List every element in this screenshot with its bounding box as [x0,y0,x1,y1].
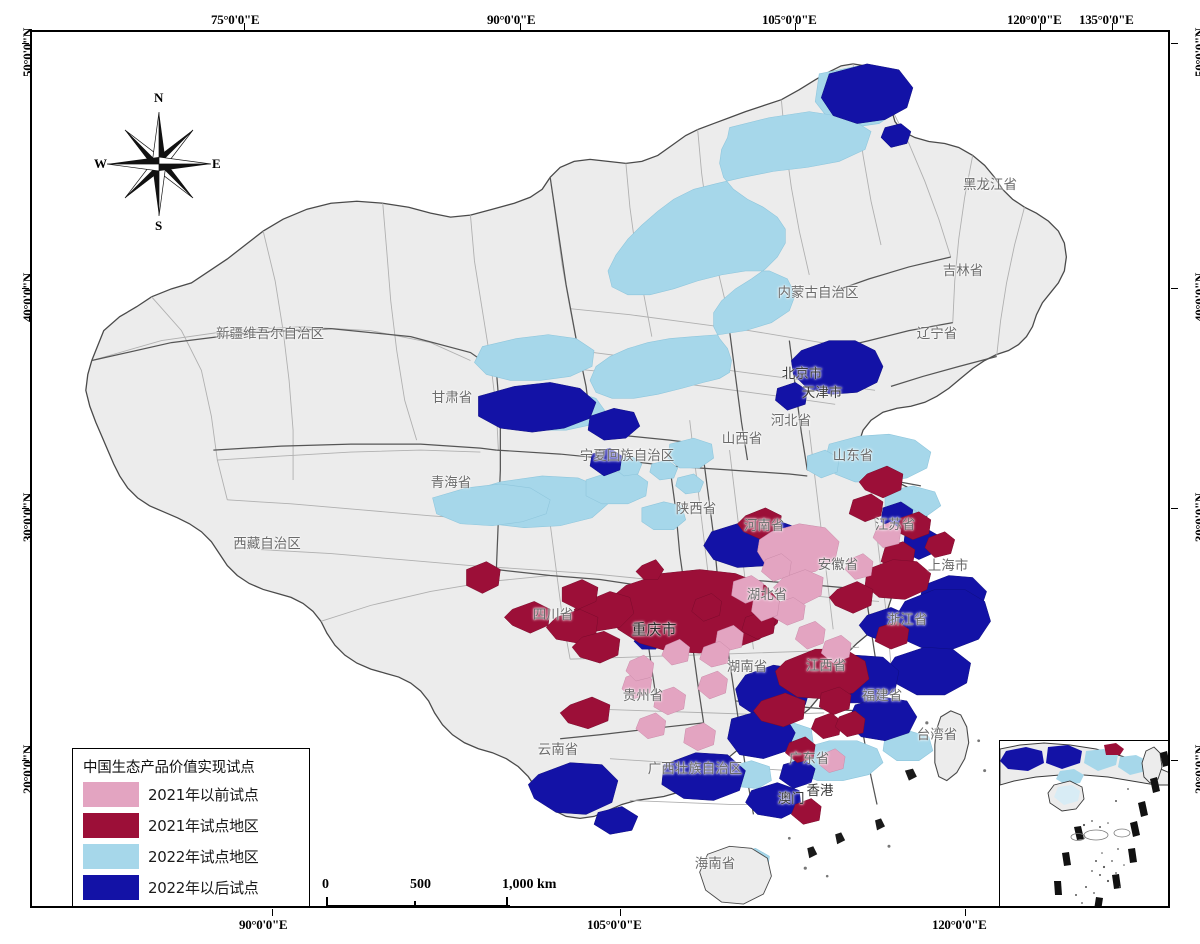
compass-east-label: E [212,156,221,171]
compass-rose-icon [106,111,212,217]
legend-item[interactable]: 2021年以前试点 [83,779,301,810]
main-map-frame[interactable]: 新疆维吾尔自治区 西藏自治区 青海省 甘肃省 内蒙古自治区 宁夏回族自治区 陕西省 山西省 河北… [30,30,1170,908]
graticule-label: 90°0'0"E [239,917,288,932]
graticule-tick [272,909,273,916]
graticule-label: 75°0'0"E [211,12,260,27]
taiwan-layer [934,710,970,782]
graticule-tick [22,43,29,44]
graticule-label: 50°0'0"N [1192,27,1200,77]
small-islands [787,721,987,878]
inset-atolls [1070,828,1131,841]
graticule-tick [520,23,521,30]
map-canvas[interactable] [32,32,1168,906]
scale-bar-tick [414,901,416,906]
graticule-tick [795,23,796,30]
legend-item[interactable]: 2022年以后试点 [83,872,301,903]
graticule-label: 120°0'0"E [1007,12,1062,27]
legend-color-swatch [83,813,139,838]
inset-canvas [1000,742,1168,906]
graticule-tick [22,508,29,509]
graticule-tick [620,909,621,916]
graticule-tick [1040,23,1041,30]
graticule-tick [1171,43,1178,44]
graticule-label: 30°0'0"N [20,492,35,542]
legend-color-swatch [83,782,139,807]
graticule-label: 105°0'0"E [587,917,642,932]
graticule-tick [1171,760,1178,761]
legend-title: 中国生态产品价值实现试点 [83,760,255,776]
graticule-label: 20°0'0"N [1192,744,1200,794]
compass-south-label: S [155,218,163,233]
graticule-tick [1112,23,1113,30]
scale-bar-tick [326,897,328,906]
compass-west-label: W [94,156,107,171]
legend-item[interactable]: 2022年试点地区 [83,841,301,872]
graticule-label: 20°0'0"N [20,744,35,794]
inset-reefs [1075,788,1129,904]
legend-item[interactable]: 2021年试点地区 [83,810,301,841]
scale-bar-tick [506,897,508,906]
scale-bar-label: 1,000 km [502,877,557,892]
map-layers [85,63,1068,905]
graticule-label: 50°0'0"N [20,27,35,77]
graticule-label: 135°0'0"E [1079,12,1134,27]
graticule-label: 120°0'0"E [932,917,987,932]
legend-item-label: 2021年试点地区 [148,817,259,835]
graticule-tick [965,909,966,916]
graticule-tick [1171,288,1178,289]
graticule-tick [22,288,29,289]
legend-item-label: 2022年以后试点 [148,879,259,897]
legend-item-label: 2022年试点地区 [148,848,259,866]
inset-taiwan [1141,746,1163,784]
south-china-sea-inset-map[interactable]: 南海诸岛 [999,740,1168,906]
legend-color-swatch [83,875,139,900]
pilots-pre2021-layer [621,521,902,773]
nine-dash-line-inset [1054,751,1168,906]
graticule-label: 105°0'0"E [762,12,817,27]
graticule-label: 40°0'0"N [20,272,35,322]
scale-bar: 0 500 1,000 km [322,877,556,906]
hainan-layer [699,845,772,905]
graticule-label: 40°0'0"N [1192,272,1200,322]
scale-bar-label: 500 [410,877,431,892]
graticule-tick [22,760,29,761]
legend-rows: 2021年以前试点 2021年试点地区 2022年试点地区 2022年以后试点 [83,779,301,903]
compass-north-label: N [154,90,164,105]
graticule-tick [244,23,245,30]
compass-rose: N S E W [94,90,224,235]
legend-item-label: 2021年以前试点 [148,786,259,804]
scale-bar-label: 0 [322,877,329,892]
scale-bar-line [326,905,510,906]
graticule-tick [1171,508,1178,509]
graticule-label: 90°0'0"E [487,12,536,27]
legend-color-swatch [83,844,139,869]
graticule-label: 30°0'0"N [1192,492,1200,542]
map-legend[interactable]: 中国生态产品价值实现试点 2021年以前试点 2021年试点地区 2022年试点地区… [72,748,310,906]
nine-dash-line-main [807,768,917,859]
